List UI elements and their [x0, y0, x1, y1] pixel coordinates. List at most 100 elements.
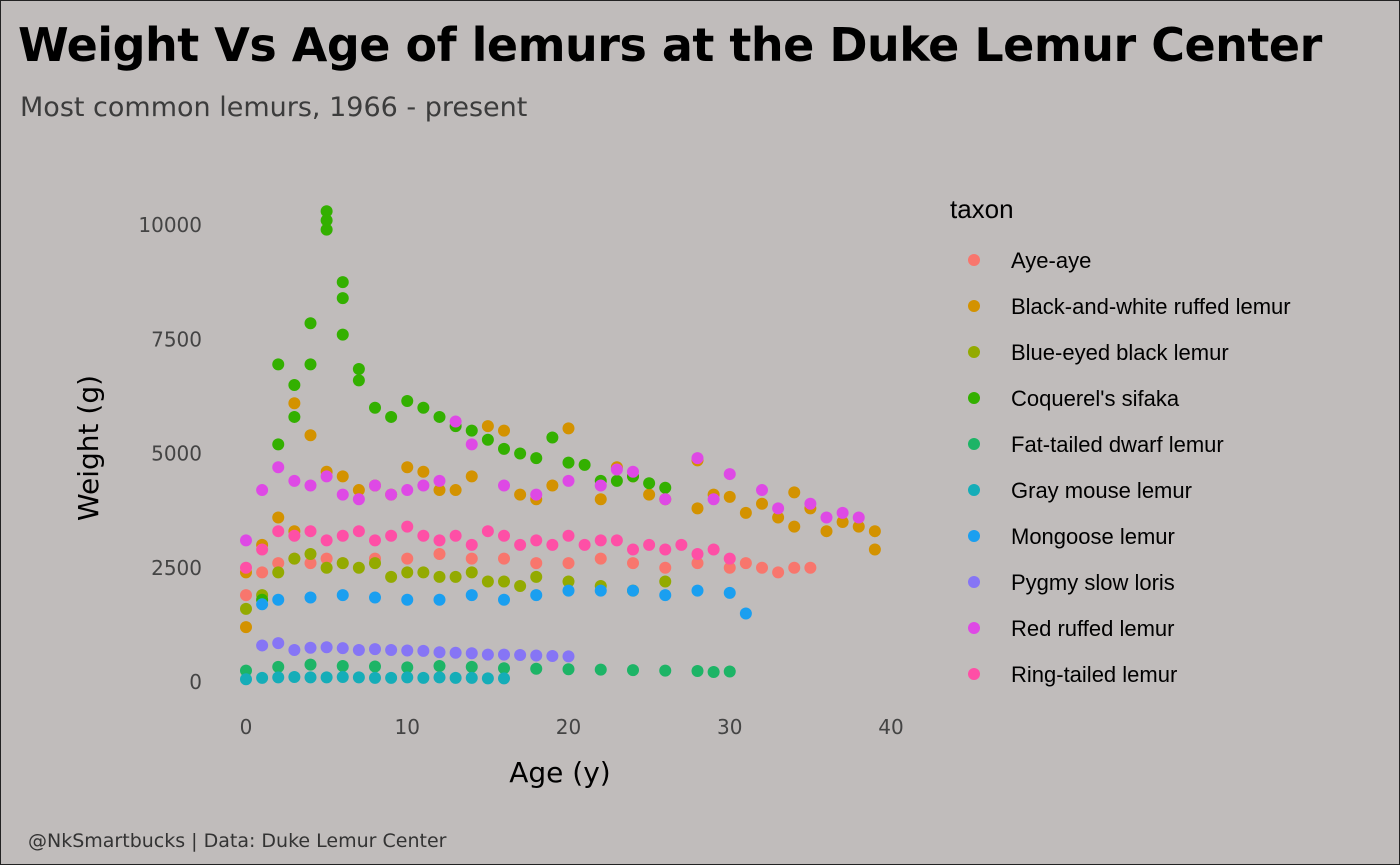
data-point: [320, 223, 333, 236]
data-point: [691, 665, 704, 678]
data-point: [610, 534, 623, 547]
data-point: [433, 474, 446, 487]
data-point: [320, 561, 333, 574]
data-point: [852, 511, 865, 524]
y-tick-label: 2500: [151, 556, 202, 580]
data-point: [320, 552, 333, 565]
x-tick-label: 0: [240, 715, 253, 739]
data-point: [336, 529, 349, 542]
legend-label: Coquerel's sifaka: [1011, 386, 1180, 411]
data-point: [336, 328, 349, 341]
data-point: [352, 525, 365, 538]
data-point: [723, 665, 736, 678]
legend-item: Aye-aye: [968, 248, 1091, 273]
data-point: [498, 529, 510, 542]
data-point: [352, 493, 365, 506]
legend-label: Blue-eyed black lemur: [1011, 340, 1229, 365]
data-point: [594, 493, 607, 506]
legend-item: Black-and-white ruffed lemur: [968, 294, 1291, 319]
data-point: [562, 529, 575, 542]
data-point: [272, 593, 285, 606]
data-point: [659, 561, 672, 574]
data-point: [546, 649, 559, 662]
data-point: [304, 429, 317, 442]
data-point: [352, 374, 365, 387]
data-point: [562, 456, 575, 469]
data-point: [288, 474, 301, 487]
series-points: [240, 415, 865, 547]
data-point: [465, 470, 478, 483]
data-point: [627, 543, 639, 556]
data-point: [417, 465, 430, 478]
data-point: [756, 561, 768, 574]
data-point: [240, 664, 252, 677]
data-point: [514, 649, 527, 662]
data-point: [401, 484, 414, 497]
data-point: [820, 525, 833, 538]
data-point: [433, 410, 446, 423]
data-point: [385, 671, 398, 684]
data-point: [594, 552, 607, 565]
series-points: [240, 520, 736, 574]
data-point: [481, 420, 494, 433]
data-point: [304, 479, 317, 492]
data-point: [369, 591, 381, 604]
data-point: [401, 566, 414, 579]
data-point: [562, 575, 575, 588]
data-point: [288, 378, 301, 391]
data-point: [643, 477, 656, 490]
data-point: [594, 534, 607, 547]
legend-label: Fat-tailed dwarf lemur: [1011, 432, 1224, 457]
legend-key: [968, 392, 980, 404]
data-point: [288, 552, 301, 565]
data-point: [627, 664, 639, 677]
legend-title: taxon: [950, 194, 1014, 224]
legend-label: Ring-tailed lemur: [1011, 662, 1177, 687]
data-point: [836, 516, 849, 529]
data-point: [627, 584, 639, 597]
data-point: [433, 548, 446, 561]
data-point: [401, 661, 414, 674]
legend-item: Coquerel's sifaka: [968, 386, 1180, 411]
data-point: [788, 486, 801, 499]
data-point: [465, 538, 478, 551]
data-point: [401, 671, 414, 684]
legend-item: Pygmy slow loris: [968, 570, 1175, 595]
data-point: [739, 607, 752, 620]
data-point: [401, 461, 414, 474]
data-point: [610, 463, 623, 476]
data-point: [417, 566, 430, 579]
series-points: [240, 548, 817, 602]
data-point: [304, 591, 317, 604]
data-point: [320, 534, 333, 547]
data-point: [449, 570, 462, 583]
data-point: [691, 502, 704, 515]
data-point: [304, 641, 317, 654]
data-point: [336, 276, 349, 289]
data-point: [530, 534, 543, 547]
data-point: [465, 552, 478, 565]
data-point: [401, 593, 414, 606]
data-point: [546, 431, 559, 444]
data-point: [659, 493, 672, 506]
data-point: [336, 660, 349, 673]
data-point: [304, 317, 317, 330]
data-point: [272, 358, 285, 371]
data-point: [610, 474, 623, 487]
data-point: [723, 468, 736, 481]
data-point: [723, 552, 736, 565]
data-point: [385, 410, 398, 423]
data-point: [401, 644, 414, 657]
data-point: [562, 474, 575, 487]
data-point: [643, 488, 656, 501]
data-point: [578, 458, 591, 471]
data-point: [304, 525, 317, 538]
data-point: [578, 538, 591, 551]
data-point: [498, 479, 510, 492]
data-point: [256, 671, 269, 684]
data-point: [385, 529, 398, 542]
data-point: [562, 650, 575, 663]
data-point: [369, 643, 381, 656]
data-point: [514, 447, 527, 460]
